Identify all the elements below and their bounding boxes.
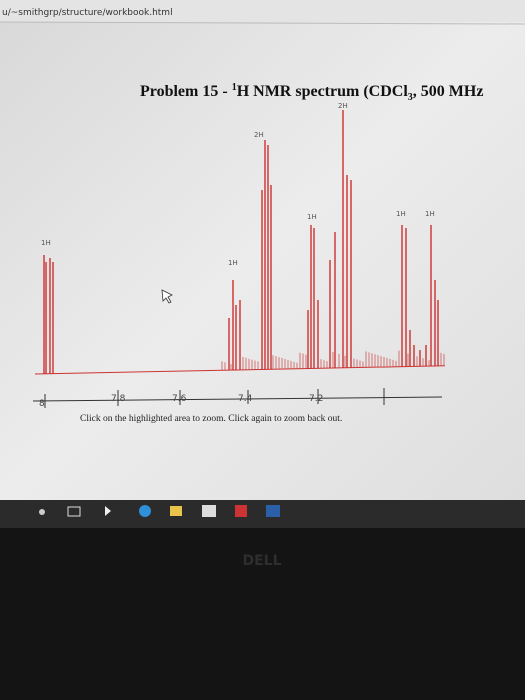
title-superscript: 1 bbox=[232, 82, 237, 93]
integration-label: 1H bbox=[41, 239, 51, 247]
task-view-icon[interactable] bbox=[67, 506, 81, 517]
netflix-icon[interactable] bbox=[235, 505, 247, 517]
edge-icon[interactable] bbox=[139, 505, 151, 517]
integration-label: 1H bbox=[228, 259, 238, 267]
spectrum-plot[interactable] bbox=[34, 110, 446, 375]
integration-label: 1H bbox=[425, 210, 435, 218]
ppm-axis bbox=[32, 396, 443, 402]
cursor bbox=[161, 289, 173, 304]
tick-label: 7.4 bbox=[238, 394, 253, 404]
app-icon[interactable] bbox=[105, 506, 111, 516]
tick-label: 7.6 bbox=[172, 394, 187, 404]
search-icon[interactable] bbox=[39, 509, 45, 515]
explorer-icon[interactable] bbox=[170, 506, 182, 516]
taskbar bbox=[0, 500, 525, 528]
tick-label: 8 bbox=[39, 399, 45, 409]
integrations: 2H 2H 1H 1H 1H 1H 1H bbox=[41, 102, 435, 267]
instruction: Click on the highlighted area to zoom. C… bbox=[80, 414, 342, 424]
integration-label: 2H bbox=[338, 102, 348, 110]
integration-label: 1H bbox=[396, 210, 406, 218]
bar-border bbox=[0, 21, 525, 25]
store-icon[interactable] bbox=[202, 505, 216, 517]
tick-label: 7.2 bbox=[309, 394, 323, 404]
title-part: Problem 15 - bbox=[140, 83, 232, 100]
bezel bbox=[0, 528, 525, 700]
integration-label: 2H bbox=[254, 131, 264, 139]
tick-marks bbox=[44, 388, 385, 408]
title-part: , 500 MHz bbox=[413, 83, 484, 100]
url[interactable]: u/~smithgrp/structure/workbook.html bbox=[2, 8, 173, 18]
spectrum-title: Problem 15 - 1H NMR spectrum (CDCl3, 500… bbox=[140, 82, 483, 103]
title-subscript: 3 bbox=[408, 92, 413, 103]
address-bar[interactable] bbox=[0, 0, 525, 22]
brand: DELL bbox=[242, 553, 281, 569]
title-part: H NMR spectrum (CDCl bbox=[237, 83, 409, 100]
integration-label: 1H bbox=[307, 213, 317, 221]
word-icon[interactable] bbox=[266, 505, 280, 517]
taskbar-icons bbox=[39, 505, 280, 517]
